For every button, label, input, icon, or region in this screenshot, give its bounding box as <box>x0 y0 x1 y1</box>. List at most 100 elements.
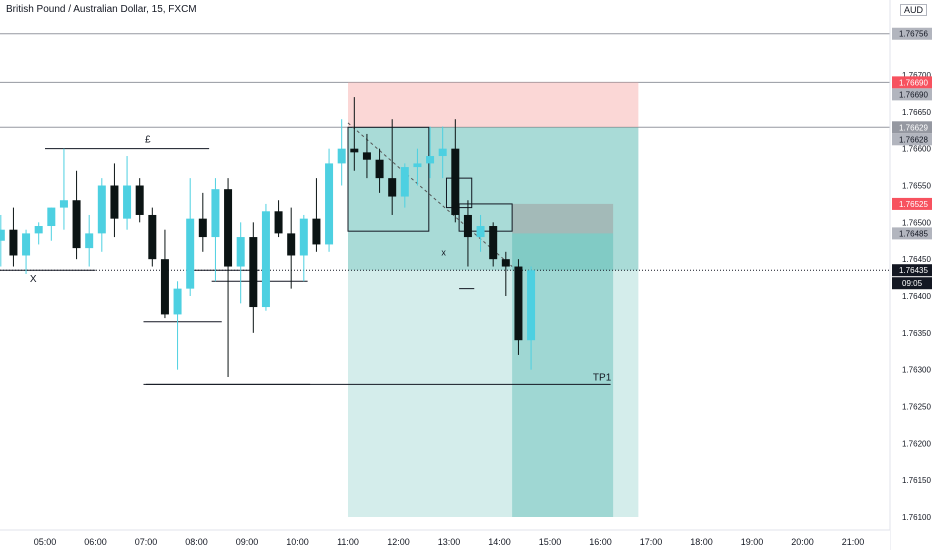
price-label: 1.76628 <box>899 135 928 144</box>
x-tick-label: 18:00 <box>690 537 713 547</box>
candle-down[interactable] <box>160 259 169 315</box>
x-annotation: X <box>30 274 37 285</box>
candle-up[interactable] <box>59 200 68 208</box>
candle-up[interactable] <box>34 226 43 234</box>
price-label-bg <box>892 88 932 101</box>
y-tick-label: 1.76300 <box>902 366 931 375</box>
x-tick-label: 20:00 <box>791 537 814 547</box>
candle-down[interactable] <box>501 259 510 267</box>
price-label: 1.76525 <box>899 200 928 209</box>
candle-down[interactable] <box>148 214 157 260</box>
x-tick-label: 17:00 <box>640 537 663 547</box>
y-tick-label: 1.76700 <box>902 71 931 80</box>
x-tick-label: 16:00 <box>589 537 612 547</box>
candle-up[interactable] <box>186 218 195 289</box>
candle-down[interactable] <box>350 148 359 153</box>
candle-down[interactable] <box>72 200 81 249</box>
candle-up[interactable] <box>22 233 31 256</box>
candle-down[interactable] <box>274 211 283 234</box>
price-label: 1.76629 <box>899 123 928 132</box>
candle-down[interactable] <box>198 218 207 238</box>
candle-down[interactable] <box>463 214 472 238</box>
candle-up[interactable] <box>426 156 435 164</box>
price-label-bg <box>892 27 932 40</box>
candle-up[interactable] <box>261 211 270 308</box>
x-tick-label: 14:00 <box>488 537 511 547</box>
target-zone[interactable] <box>348 127 639 517</box>
candle-up[interactable] <box>85 233 94 249</box>
x-tick-label: 13:00 <box>438 537 461 547</box>
rectangle-drawing[interactable] <box>347 126 430 232</box>
countdown-bg <box>892 277 932 290</box>
candle-down[interactable] <box>9 229 18 256</box>
candle-up[interactable] <box>97 185 106 234</box>
price-label: 1.76690 <box>899 78 928 87</box>
symbol-title: British Pound / Australian Dollar, 15, F… <box>6 4 197 15</box>
candle-up[interactable] <box>299 218 308 256</box>
x-tick-label: 10:00 <box>286 537 309 547</box>
y-tick-label: 1.76100 <box>902 513 931 522</box>
candle-up[interactable] <box>236 237 245 267</box>
y-tick-label: 1.76400 <box>902 292 931 301</box>
y-tick-label: 1.76600 <box>902 145 931 154</box>
candle-up[interactable] <box>476 226 485 238</box>
y-tick-label: 1.76500 <box>902 218 931 227</box>
y-tick-label: 1.76650 <box>902 108 931 117</box>
price-label-bg <box>892 227 932 240</box>
price-label-bg <box>892 133 932 146</box>
x-tick-label: 21:00 <box>842 537 865 547</box>
price-label-bg <box>892 264 932 277</box>
candle-down[interactable] <box>388 178 397 197</box>
candle-up[interactable] <box>325 163 334 245</box>
candle-down[interactable] <box>514 266 523 341</box>
x-tick-label: 15:00 <box>539 537 562 547</box>
price-label-bg <box>892 76 932 89</box>
x-tick-label: 05:00 <box>34 537 57 547</box>
stop-zone-2[interactable] <box>512 203 614 234</box>
candle-down[interactable] <box>249 237 258 308</box>
price-label-bg <box>892 197 932 210</box>
candle-down[interactable] <box>312 218 321 245</box>
candle-down[interactable] <box>375 159 384 179</box>
candle-down[interactable] <box>287 233 296 256</box>
price-label: 1.76756 <box>899 30 928 39</box>
trend-line[interactable] <box>347 122 513 267</box>
candle-down[interactable] <box>135 185 144 215</box>
candle-up[interactable] <box>527 270 536 341</box>
candle-up[interactable] <box>47 207 56 227</box>
x-annotation-small: x <box>441 247 446 257</box>
candle-down[interactable] <box>224 189 233 267</box>
y-tick-label: 1.76150 <box>902 476 931 485</box>
currency-label[interactable]: AUD <box>900 4 928 16</box>
x-tick-label: 11:00 <box>337 537 359 547</box>
price-label: 1.76485 <box>899 229 928 238</box>
candle-up[interactable] <box>337 148 346 164</box>
candle-down[interactable] <box>362 152 371 160</box>
candle-up[interactable] <box>0 229 5 241</box>
time-axis[interactable] <box>0 530 890 550</box>
pound-annotation: £ <box>145 135 151 146</box>
tp1-annotation: TP1 <box>593 372 612 383</box>
x-tick-label: 09:00 <box>236 537 259 547</box>
y-tick-label: 1.76550 <box>902 182 931 191</box>
price-label: 1.76690 <box>899 90 928 99</box>
candle-down[interactable] <box>110 185 119 219</box>
rectangle-drawing[interactable] <box>458 203 513 232</box>
x-tick-label: 12:00 <box>387 537 410 547</box>
stop-zone[interactable] <box>348 82 639 128</box>
candle-up[interactable] <box>438 148 447 157</box>
y-tick-label: 1.76350 <box>902 329 931 338</box>
countdown-label: 09:05 <box>902 279 923 288</box>
candle-up[interactable] <box>413 163 422 168</box>
candle-down[interactable] <box>451 148 460 215</box>
candle-up[interactable] <box>211 189 220 238</box>
x-tick-label: 19:00 <box>741 537 764 547</box>
candle-up[interactable] <box>400 167 409 197</box>
candle-down[interactable] <box>489 226 498 260</box>
price-label-bg <box>892 121 932 134</box>
x-tick-label: 08:00 <box>185 537 208 547</box>
candle-up[interactable] <box>173 288 182 315</box>
candle-up[interactable] <box>123 185 132 219</box>
